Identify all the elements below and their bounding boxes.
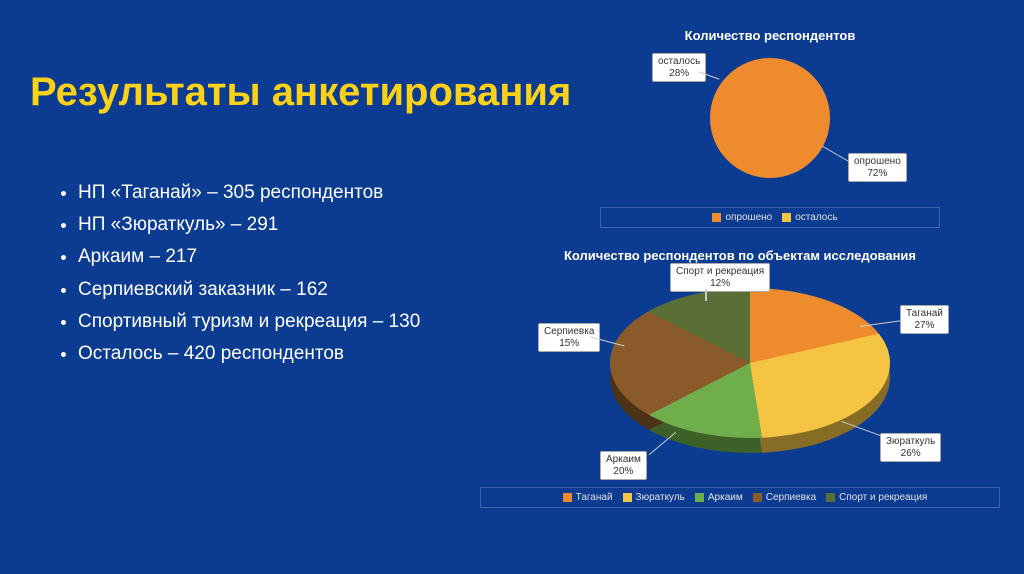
chart2-legend: Таганай Зюраткуль Аркаим Серпиевка Спорт и р… [480, 487, 1000, 508]
legend-swatch [826, 493, 835, 502]
chart-by-object: Количество респондентов по объектам иссл… [480, 248, 1000, 508]
legend-swatch [782, 213, 791, 222]
legend-swatch [695, 493, 704, 502]
list-item: НП «Таганай» – 305 респондентов [78, 180, 458, 206]
legend-swatch [753, 493, 762, 502]
list-item: Спортивный туризм и рекреация – 130 [78, 309, 458, 335]
legend-label: осталось [795, 212, 837, 223]
list-item: Аркаим – 217 [78, 244, 458, 270]
list-item: Осталось – 420 респондентов [78, 341, 458, 367]
chart2-plot: Таганай 27% Зюраткуль 26% Аркаим 20% Сер… [480, 263, 1000, 483]
legend-label: Зюраткуль [636, 492, 685, 503]
bullet-list: НП «Таганай» – 305 респондентов НП «Зюрат… [58, 180, 458, 373]
legend-swatch [623, 493, 632, 502]
leader-line [705, 289, 707, 301]
legend-swatch [712, 213, 721, 222]
pie-chart-1 [710, 58, 830, 178]
chart1-legend: опрошено осталось [600, 207, 940, 228]
list-item: Серпиевский заказник – 162 [78, 277, 458, 303]
chart1-plot: осталось 28% опрошено 72% [600, 43, 940, 203]
callout-sport: Спорт и рекреация 12% [670, 263, 770, 292]
callout-zyuratkul: Зюраткуль 26% [880, 433, 941, 462]
legend-label: Таганай [576, 492, 613, 503]
legend-label: Спорт и рекреация [839, 492, 927, 503]
callout-taganay: Таганай 27% [900, 305, 949, 334]
chart2-title: Количество респондентов по объектам иссл… [480, 248, 1000, 263]
legend-label: Серпиевка [766, 492, 816, 503]
slide: Результаты анкетирования НП «Таганай» – … [0, 0, 1024, 574]
page-title: Результаты анкетирования [30, 70, 571, 115]
legend-label: опрошено [725, 212, 772, 223]
leader-line [822, 146, 848, 162]
callout-arkaim: Аркаим 20% [600, 451, 647, 480]
chart1-title: Количество респондентов [600, 28, 940, 43]
callout-oprosheno: опрошено 72% [848, 153, 907, 182]
list-item: НП «Зюраткуль» – 291 [78, 212, 458, 238]
legend-swatch [563, 493, 572, 502]
legend-label: Аркаим [708, 492, 743, 503]
pie-chart-2 [610, 288, 890, 438]
callout-ostalos: осталось 28% [652, 53, 706, 82]
chart-respondents: Количество респондентов осталось 28% опр… [600, 28, 940, 228]
